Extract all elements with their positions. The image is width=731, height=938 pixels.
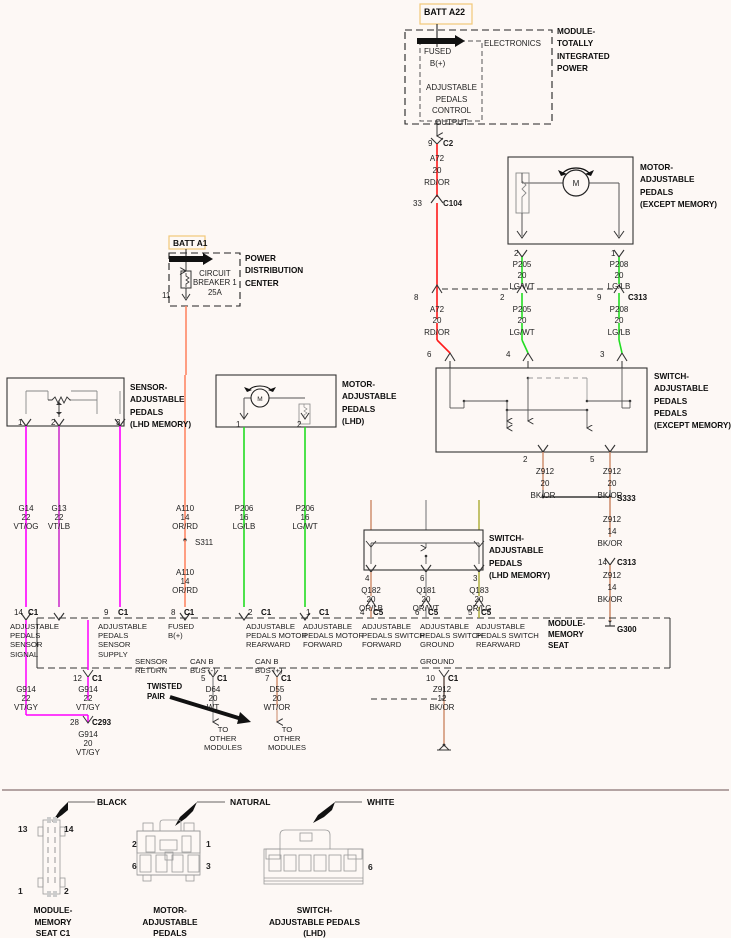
svg-text:M: M <box>573 179 580 188</box>
svg-text:M: M <box>257 396 262 403</box>
